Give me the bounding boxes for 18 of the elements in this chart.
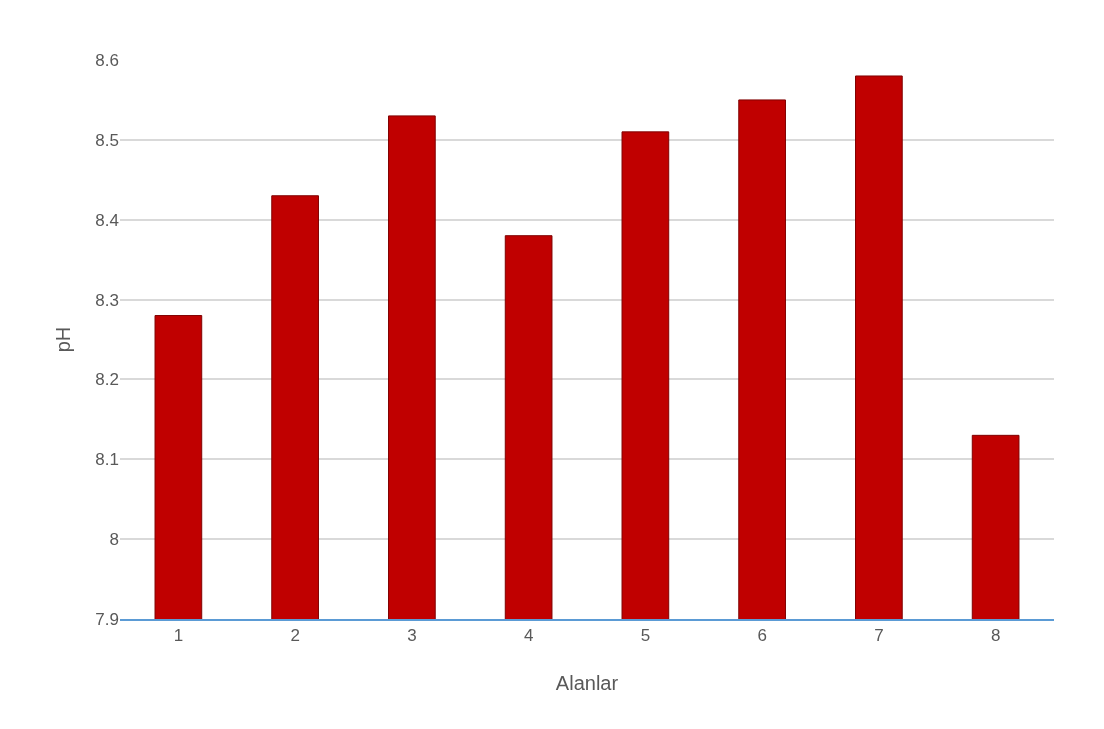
y-axis-title: pH	[52, 326, 74, 353]
x-tick-label: 4	[523, 626, 534, 646]
y-tick-label: 8.2	[95, 370, 119, 390]
y-tick-label: 8.5	[95, 130, 119, 150]
y-tick-label: 8	[109, 530, 119, 550]
x-tick-label: 7	[874, 626, 884, 646]
x-axis-title: Alanlar	[555, 672, 619, 694]
y-tick-label: 8.1	[95, 450, 119, 470]
x-tick-label: 2	[290, 626, 300, 646]
x-tick-label: 3	[407, 626, 417, 646]
y-tick-label: 7.9	[95, 609, 119, 629]
y-tick-label: 8.4	[95, 210, 119, 230]
x-tick-label: 6	[757, 626, 767, 646]
y-tick-label: 8.6	[95, 50, 119, 70]
x-tick-label: 8	[990, 626, 1001, 646]
y-tick-label: 8.3	[95, 290, 119, 310]
x-tick-label: 5	[640, 626, 651, 646]
x-tick-label: 1	[173, 626, 184, 646]
